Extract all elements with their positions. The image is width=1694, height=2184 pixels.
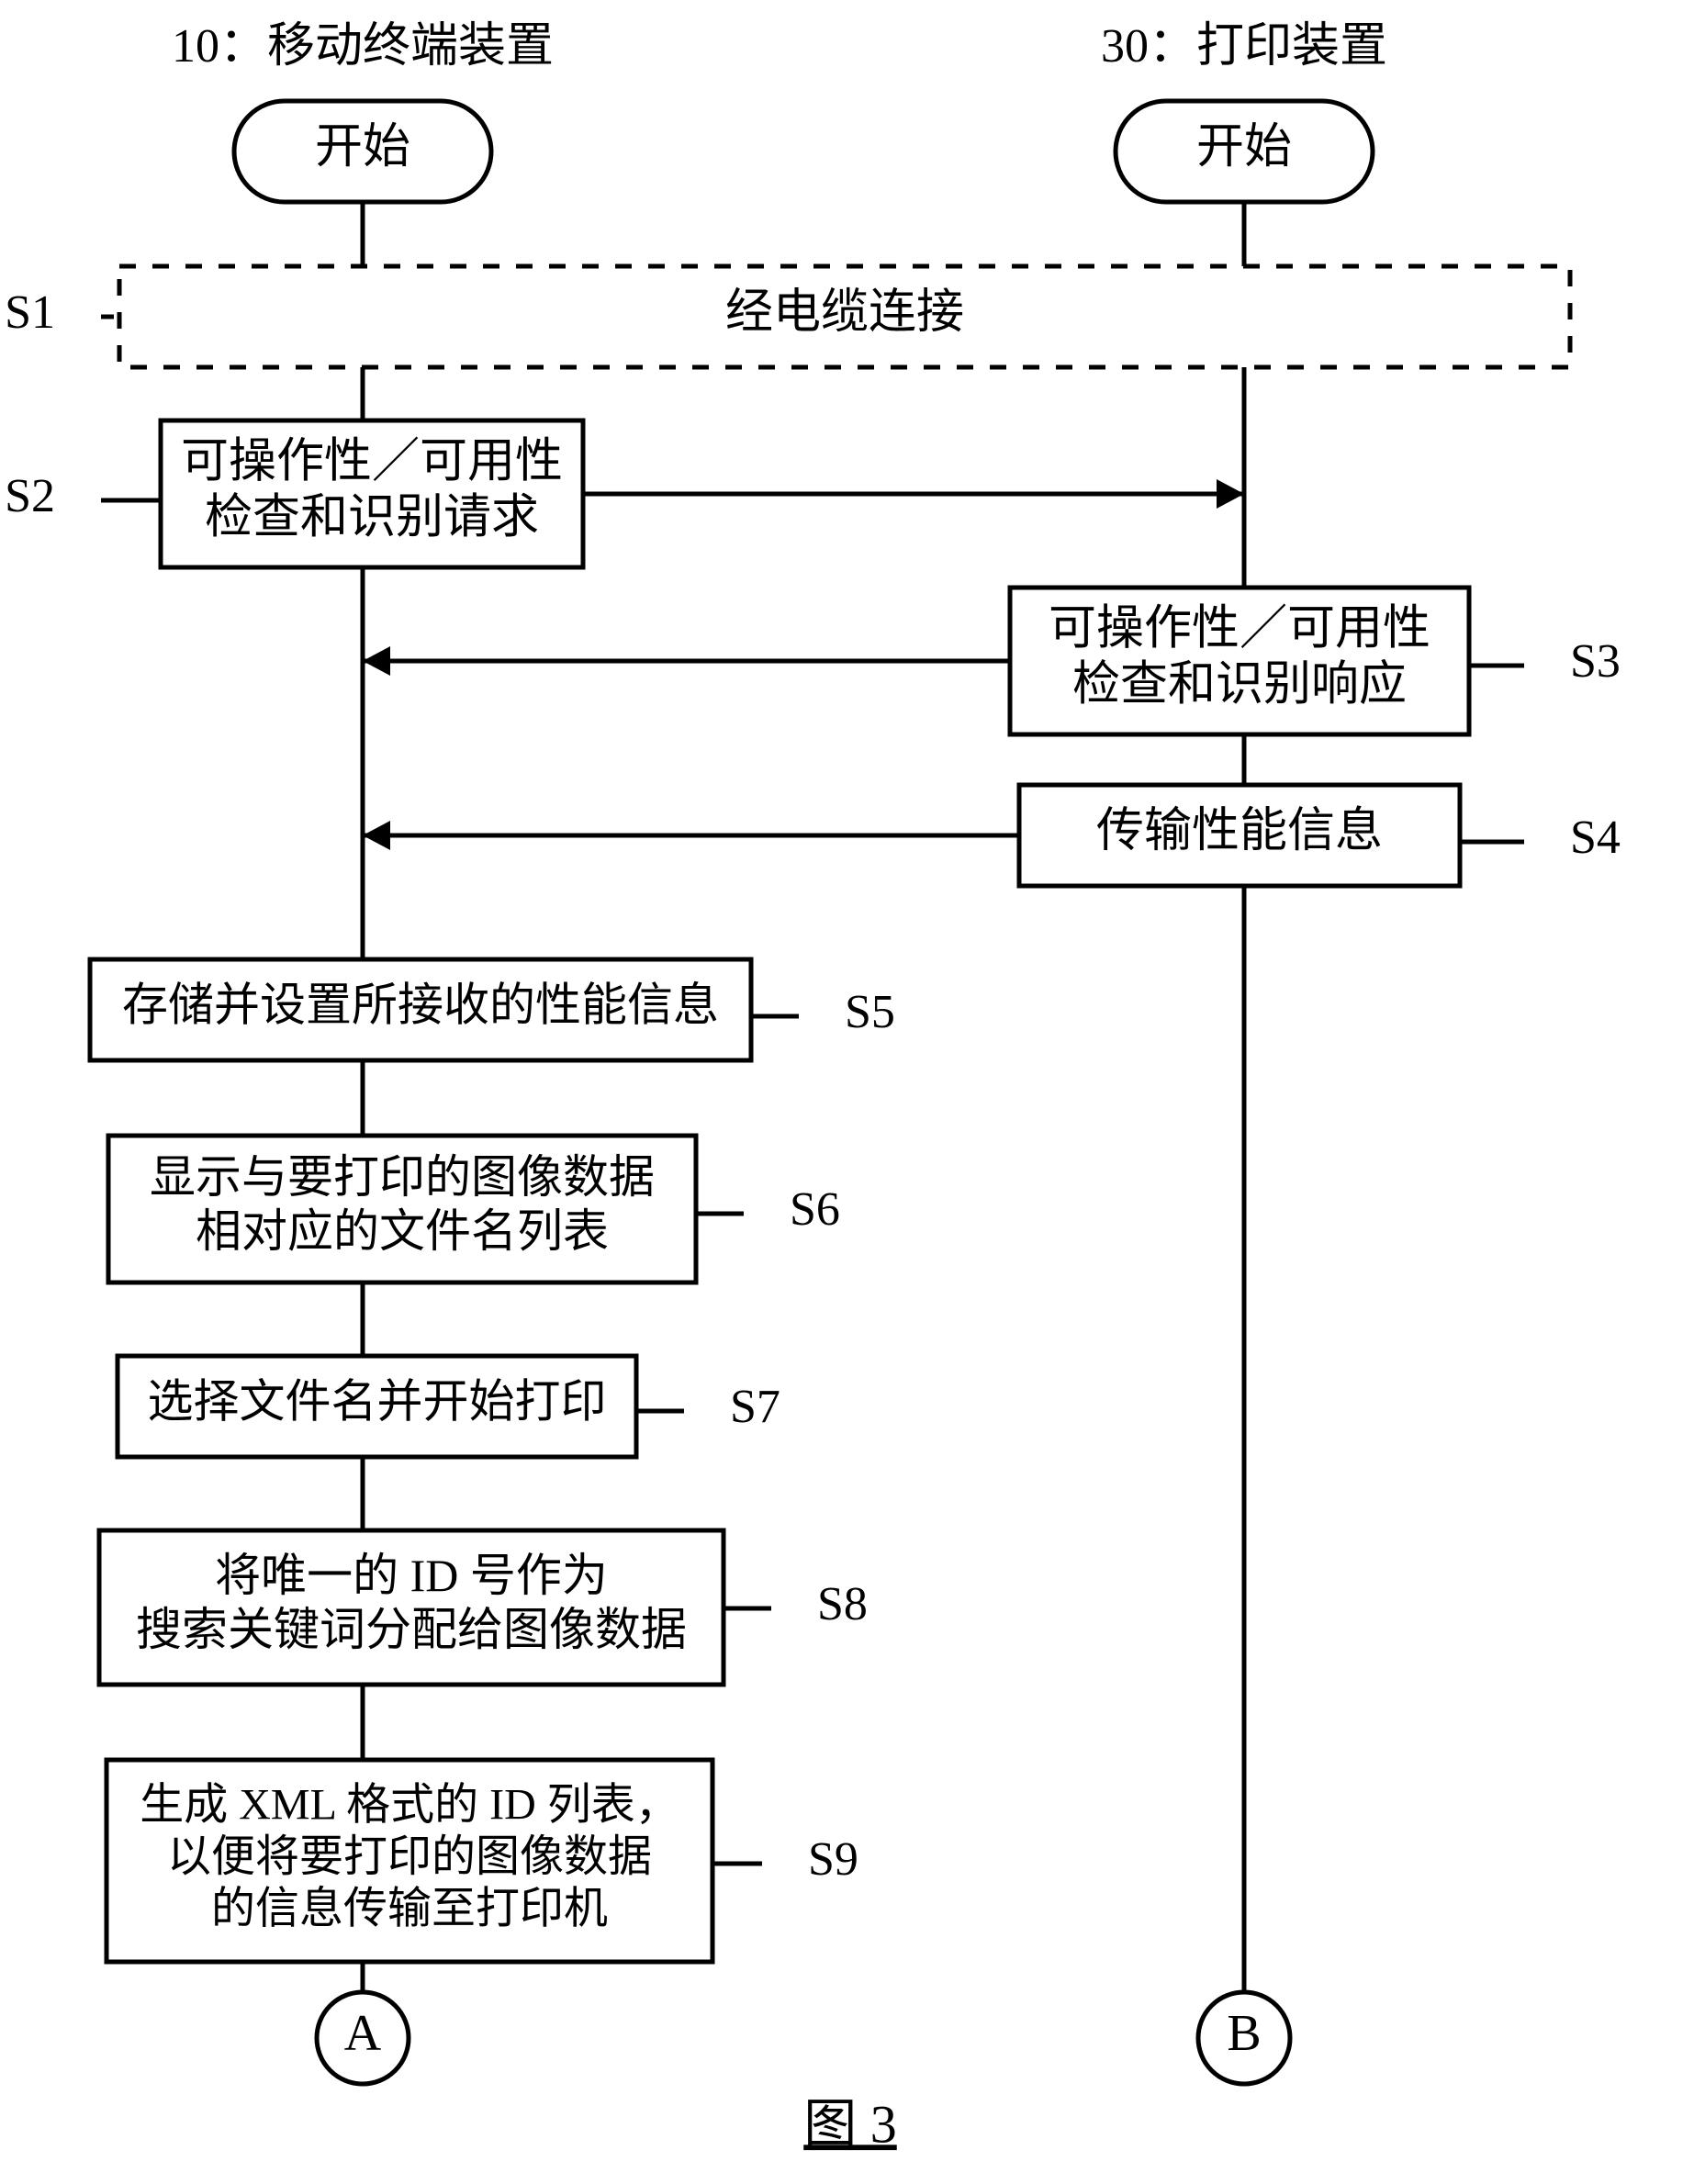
svg-text:S8: S8 — [817, 1578, 868, 1630]
svg-text:10：移动终端装置: 10：移动终端装置 — [172, 20, 554, 73]
svg-text:S2: S2 — [5, 470, 55, 522]
svg-text:S3: S3 — [1570, 635, 1621, 688]
svg-text:传输性能信息: 传输性能信息 — [1096, 805, 1383, 857]
svg-text:检查和识别请求: 检查和识别请求 — [205, 492, 539, 544]
svg-text:的信息传输至打印机: 的信息传输至打印机 — [211, 1885, 608, 1933]
svg-text:经电缆连接: 经电缆连接 — [725, 286, 964, 339]
flowchart-diagram: 10：移动终端装置30：打印装置开始开始经电缆连接S1可操作性／可用性检查和识别… — [0, 0, 1694, 2184]
svg-text:搜索关键词分配给图像数据: 搜索关键词分配给图像数据 — [136, 1604, 687, 1655]
svg-text:30：打印装置: 30：打印装置 — [1101, 20, 1387, 73]
svg-text:以便将要打印的图像数据: 以便将要打印的图像数据 — [167, 1832, 652, 1881]
svg-text:S4: S4 — [1570, 812, 1621, 864]
svg-text:开始: 开始 — [1196, 121, 1292, 174]
svg-text:S9: S9 — [808, 1833, 858, 1886]
svg-text:选择文件名并开始打印: 选择文件名并开始打印 — [148, 1375, 607, 1427]
svg-text:B: B — [1227, 2005, 1261, 2062]
svg-text:检查和识别响应: 检查和识别响应 — [1072, 659, 1407, 711]
svg-text:A: A — [344, 2005, 382, 2062]
svg-text:可操作性／可用性: 可操作性／可用性 — [181, 435, 563, 487]
svg-text:开始: 开始 — [315, 121, 410, 174]
svg-text:相对应的文件名列表: 相对应的文件名列表 — [196, 1205, 609, 1257]
svg-text:S6: S6 — [790, 1183, 840, 1236]
svg-text:S7: S7 — [730, 1381, 780, 1433]
svg-text:生成 XML 格式的 ID 列表，: 生成 XML 格式的 ID 列表， — [140, 1780, 679, 1829]
svg-text:S5: S5 — [845, 986, 895, 1038]
svg-text:可操作性／可用性: 可操作性／可用性 — [1049, 602, 1430, 655]
svg-text:显示与要打印的图像数据: 显示与要打印的图像数据 — [150, 1151, 655, 1203]
svg-text:将唯一的 ID 号作为: 将唯一的 ID 号作为 — [215, 1550, 608, 1601]
svg-text:存储并设置所接收的性能信息: 存储并设置所接收的性能信息 — [122, 979, 719, 1030]
svg-text:图 3: 图 3 — [803, 2094, 897, 2154]
svg-text:S1: S1 — [5, 286, 55, 339]
